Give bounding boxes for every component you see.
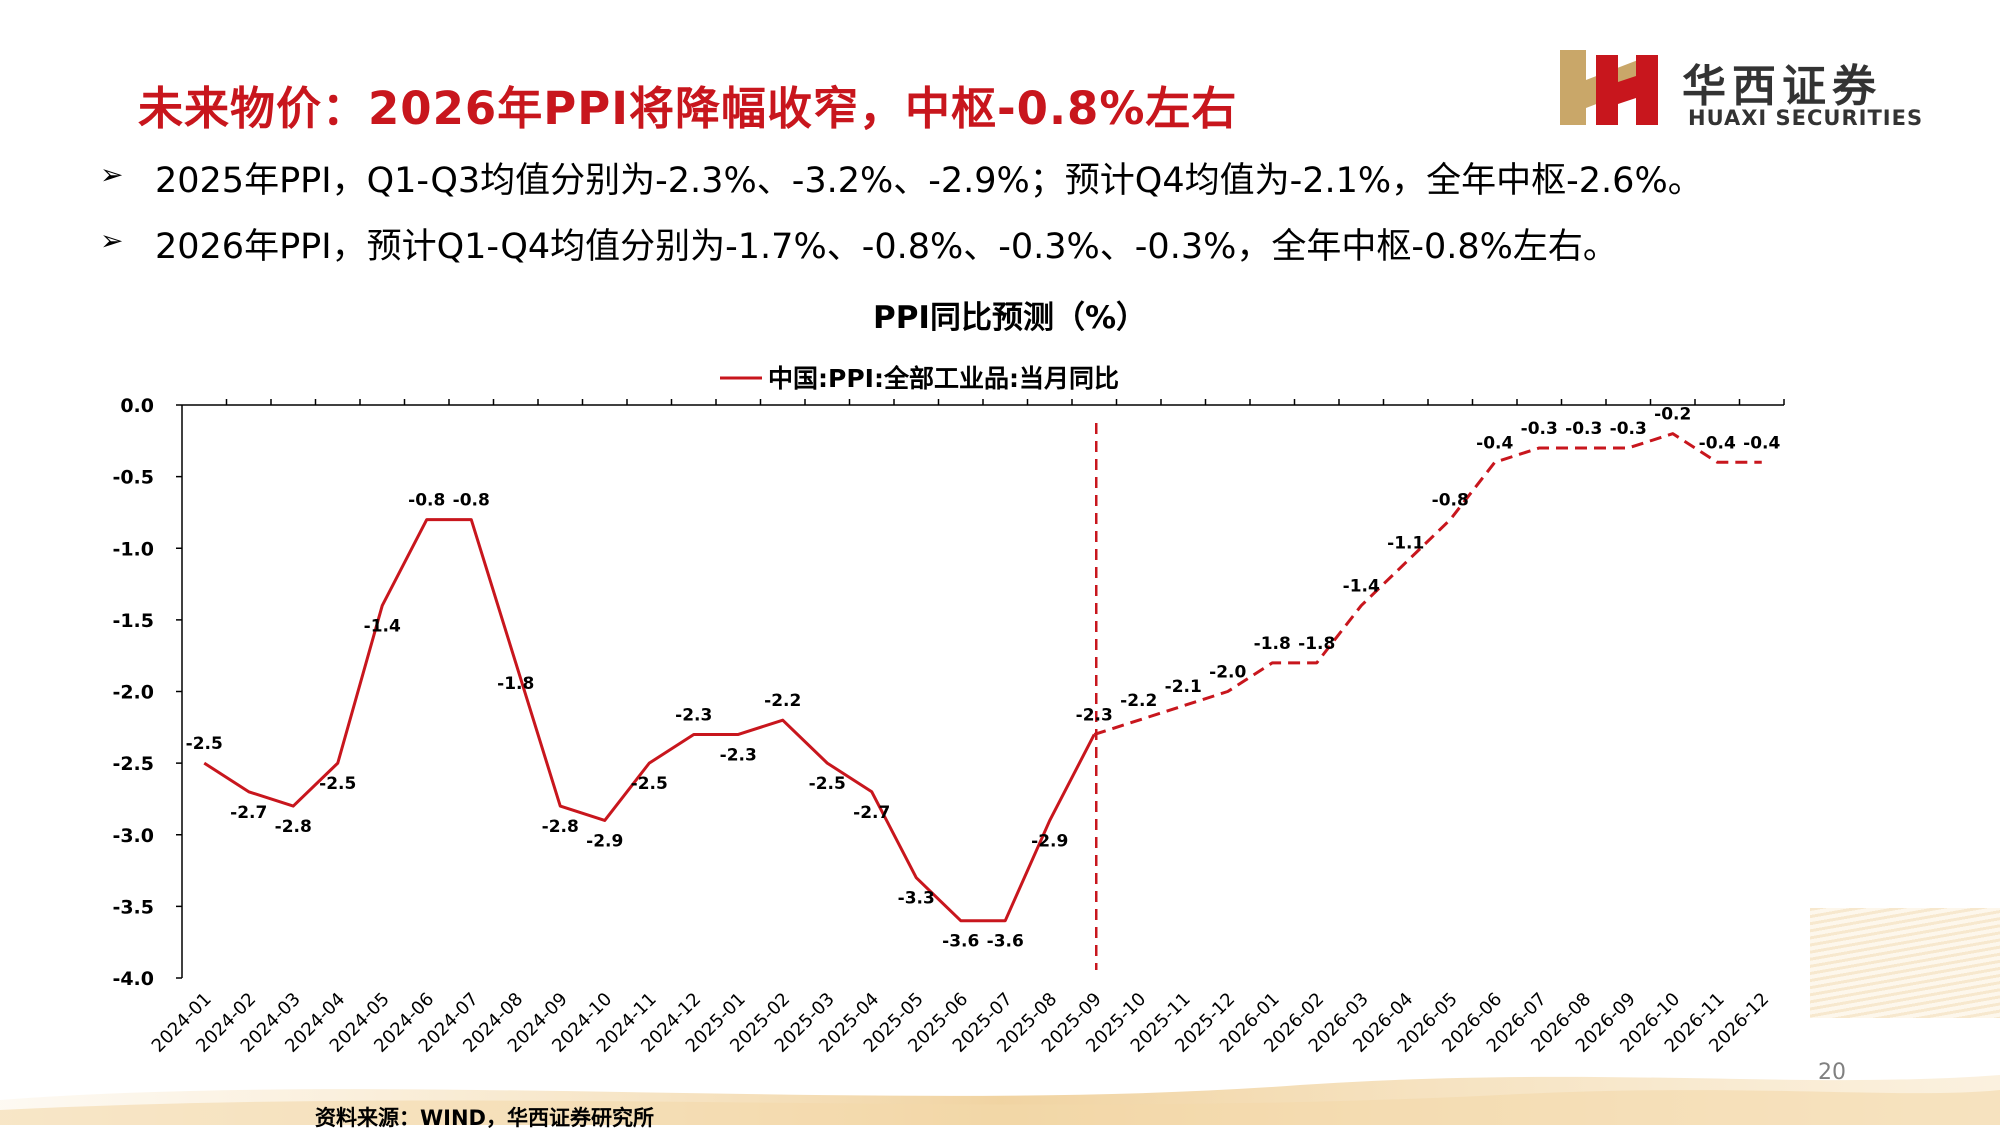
data-label: -0.4 bbox=[1699, 433, 1736, 453]
data-label: -1.8 bbox=[497, 674, 534, 694]
data-label: -2.7 bbox=[853, 803, 890, 823]
data-label: -2.8 bbox=[542, 817, 579, 837]
data-label: -1.8 bbox=[1298, 634, 1335, 654]
data-label: -0.8 bbox=[408, 491, 445, 511]
decorative-wave bbox=[0, 1075, 2000, 1125]
y-tick-label: -0.5 bbox=[112, 467, 154, 489]
data-label: -2.9 bbox=[586, 831, 623, 851]
y-tick-label: -2.5 bbox=[112, 753, 154, 775]
legend-label: 中国:PPI:全部工业品:当月同比 bbox=[768, 364, 1119, 393]
series-line-actual bbox=[203, 518, 1096, 923]
data-label: -2.0 bbox=[1209, 663, 1246, 683]
source-note: 资料来源：WIND，华西证券研究所 bbox=[315, 1106, 654, 1130]
decorative-stripes bbox=[1810, 908, 2000, 1018]
slide-title: 未来物价：2026年PPI将降幅收窄，中枢-0.8%左右 bbox=[138, 82, 1238, 135]
logo-mark-icon bbox=[1560, 50, 1658, 125]
data-label: -0.3 bbox=[1521, 419, 1558, 439]
data-label: -0.3 bbox=[1610, 419, 1647, 439]
y-tick-label: -2.0 bbox=[112, 682, 154, 704]
data-label: -0.4 bbox=[1743, 433, 1780, 453]
bullet-arrow-icon: ➢ bbox=[100, 224, 124, 257]
company-logo: 华西证券 HUAXI SECURITIES bbox=[1560, 50, 1960, 135]
data-label: -2.2 bbox=[1120, 691, 1157, 711]
data-label: -2.7 bbox=[230, 803, 267, 823]
data-label: -1.4 bbox=[1343, 577, 1380, 597]
data-label: -2.3 bbox=[675, 705, 712, 725]
ppi-line-chart: PPI同比预测（%） 中国:PPI:全部工业品:当月同比 0.0 -0.5 -1.0… bbox=[112, 300, 1785, 1057]
data-label: -0.8 bbox=[1432, 491, 1469, 511]
bullet-text: 2026年PPI，预计Q1-Q4均值分别为-1.7%、-0.8%、-0.3%、-… bbox=[155, 227, 1618, 267]
y-tick-label: -4.0 bbox=[112, 968, 154, 990]
series-line-forecast bbox=[1093, 432, 1762, 736]
data-label: -0.3 bbox=[1565, 419, 1602, 439]
data-label: -0.4 bbox=[1476, 433, 1513, 453]
data-label: -2.8 bbox=[275, 817, 312, 837]
data-label: -2.3 bbox=[1076, 705, 1113, 725]
data-label: -2.3 bbox=[720, 745, 757, 765]
data-label: -0.2 bbox=[1654, 405, 1691, 425]
logo-name-en: HUAXI SECURITIES bbox=[1688, 106, 1924, 130]
data-label: -3.3 bbox=[898, 889, 935, 909]
data-label: -2.2 bbox=[764, 691, 801, 711]
chart-title: PPI同比预测（%） bbox=[873, 300, 1147, 336]
y-tick-label: 0.0 bbox=[120, 395, 154, 417]
bullet-arrow-icon: ➢ bbox=[100, 158, 124, 191]
y-tick-label: -1.0 bbox=[112, 538, 154, 560]
data-label: -2.1 bbox=[1165, 677, 1202, 697]
logo-name-cn: 华西证券 bbox=[1682, 61, 1882, 112]
y-tick-label: -3.0 bbox=[112, 825, 154, 847]
y-tick-label: -3.5 bbox=[112, 896, 154, 918]
data-label: -3.6 bbox=[942, 932, 979, 952]
data-label: -2.5 bbox=[186, 734, 223, 754]
data-label: -3.6 bbox=[987, 932, 1024, 952]
data-label: -2.5 bbox=[319, 774, 356, 794]
y-tick-label: -1.5 bbox=[112, 610, 154, 632]
data-label: -1.4 bbox=[364, 617, 401, 637]
data-label: -2.5 bbox=[631, 774, 668, 794]
data-label: -2.5 bbox=[809, 774, 846, 794]
plot-area: 0.0-0.5-1.0-1.5-2.0-2.5-3.0-3.5-4.02024-… bbox=[112, 395, 1785, 1057]
data-label: -1.1 bbox=[1387, 534, 1424, 554]
data-label: -1.8 bbox=[1254, 634, 1291, 654]
data-label: -2.9 bbox=[1031, 831, 1068, 851]
bullet-text: 2025年PPI，Q1-Q3均值分别为-2.3%、-3.2%、-2.9%；预计Q… bbox=[155, 161, 1703, 201]
page-number: 20 bbox=[1818, 1060, 1846, 1085]
data-label: -0.8 bbox=[453, 491, 490, 511]
